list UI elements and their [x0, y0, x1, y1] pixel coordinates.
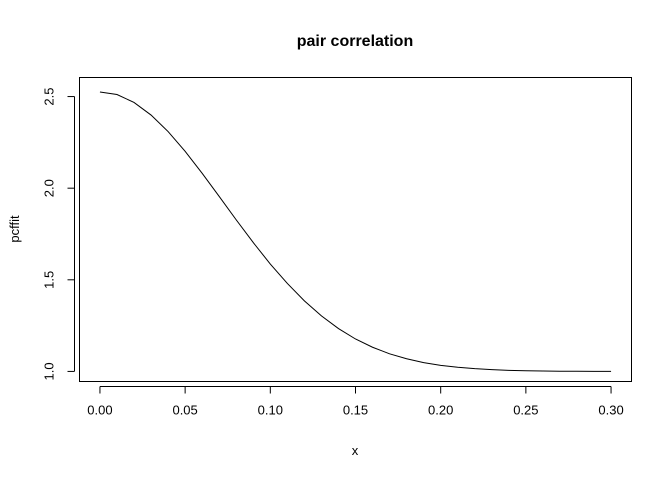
y-tick-label: 1.0: [42, 362, 57, 380]
y-tick-label: 2.0: [42, 179, 57, 197]
x-tick-label: 0.00: [87, 403, 112, 418]
chart-title: pair correlation: [297, 33, 413, 50]
x-tick-label: 0.20: [428, 403, 453, 418]
x-tick-label: 0.10: [258, 403, 283, 418]
y-axis-label: pcffit: [7, 215, 22, 243]
x-tick-label: 0.30: [598, 403, 623, 418]
x-tick-label: 0.25: [513, 403, 538, 418]
plot-box: [79, 77, 632, 382]
x-axis-label: x: [352, 443, 359, 458]
x-tick-label: 0.15: [343, 403, 368, 418]
x-tick-label: 0.05: [172, 403, 197, 418]
y-tick-label: 1.5: [42, 271, 57, 289]
y-tick-label: 2.5: [42, 88, 57, 106]
line-series: [99, 91, 612, 372]
